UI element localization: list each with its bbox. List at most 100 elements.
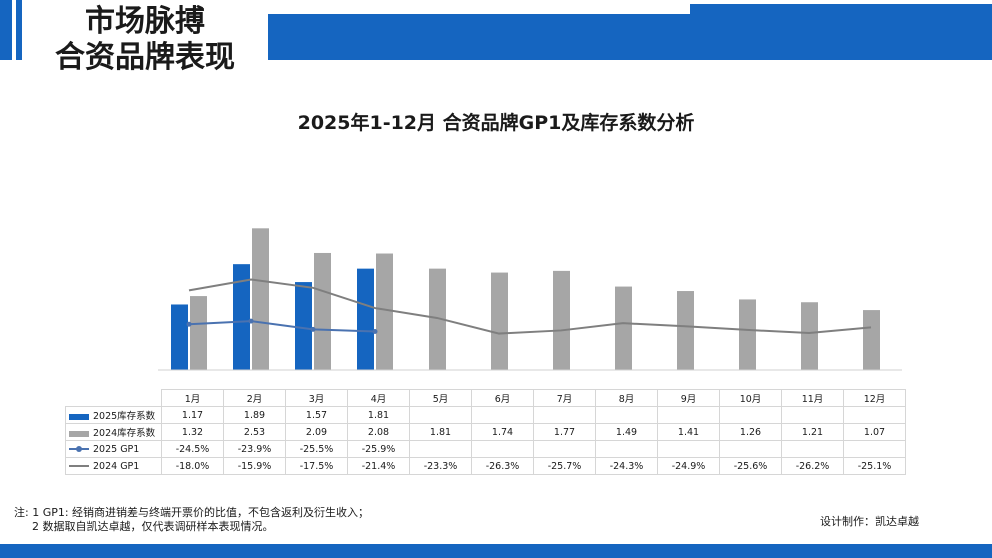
data-label: [719, 406, 782, 424]
category-label: 11月: [781, 389, 844, 407]
data-label: -18.0%: [161, 457, 224, 475]
data-label: -25.7%: [533, 457, 596, 475]
point-2025-gp1-4: [372, 328, 378, 334]
legend-line-swatch: [69, 446, 89, 452]
bar-2024-11: [801, 302, 818, 370]
category-label: 12月: [843, 389, 906, 407]
data-label: -25.5%: [285, 440, 348, 458]
data-label: -25.6%: [719, 457, 782, 475]
category-label: 4月: [347, 389, 410, 407]
bar-2024-3: [314, 252, 331, 370]
data-label: [843, 406, 906, 424]
bar-2024-10: [739, 299, 756, 370]
data-label: -24.3%: [595, 457, 658, 475]
bar-2024-9: [677, 291, 694, 370]
section-heading: 市场脉搏 合资品牌表现: [40, 4, 250, 84]
data-label: [533, 406, 596, 424]
legend-bar-swatch: [69, 413, 89, 420]
table-row: 2025 GP1 -24.5% -23.9% -25.5% -25.9%: [65, 440, 906, 458]
category-label: 3月: [285, 389, 348, 407]
data-label: -21.4%: [347, 457, 410, 475]
data-label: 2.53: [223, 423, 286, 441]
data-label: -23.9%: [223, 440, 286, 458]
point-2025-gp1-1: [186, 321, 192, 327]
table-row: 2025库存系数 1.17 1.89 1.57 1.81: [65, 406, 906, 424]
bar-2024-7: [553, 270, 570, 370]
point-2025-gp1-3: [310, 326, 316, 332]
data-label: 1.17: [161, 406, 224, 424]
legend-entry: 2024 GP1: [65, 457, 162, 475]
footnote-line2: 2 数据取自凯达卓越，仅代表调研样本表现情况。: [32, 520, 274, 533]
legend-entry: 2025库存系数: [65, 406, 162, 424]
table-header-row: 1月 2月 3月 4月 5月 6月 7月 8月 9月 10月 11月 12月: [65, 389, 906, 407]
chart-title: 2025年1-12月 合资品牌GP1及库存系数分析: [297, 112, 695, 134]
category-label: 1月: [161, 389, 224, 407]
data-label: -24.9%: [657, 457, 720, 475]
designer-credit: 设计制作：凯达卓越: [820, 515, 919, 528]
category-label: 7月: [533, 389, 596, 407]
table-row: 2024 GP1 -18.0% -15.9% -17.5% -21.4% -23.3% -2…: [65, 457, 906, 475]
footnote-line1: 注: 1 GP1: 经销商进销差与终端开票价的比值，不包含返利及衍生收入；: [14, 506, 370, 519]
data-label: [409, 406, 472, 424]
data-label: 1.77: [533, 423, 596, 441]
category-label: 6月: [471, 389, 534, 407]
data-label: [781, 406, 844, 424]
data-label: [533, 440, 596, 458]
data-label: 1.07: [843, 423, 906, 441]
data-label: [781, 440, 844, 458]
legend-line-marker: [76, 446, 82, 452]
bar-2025-2: [233, 264, 250, 370]
line-2025-gp1: [188, 320, 376, 333]
data-label: 2.08: [347, 423, 410, 441]
header-band-top: [690, 4, 992, 14]
category-label: 2月: [223, 389, 286, 407]
data-label: [595, 440, 658, 458]
legend-entry: 2025 GP1: [65, 440, 162, 458]
bar-2024-6: [491, 272, 508, 370]
data-label: [719, 440, 782, 458]
data-label: 1.57: [285, 406, 348, 424]
data-label: [471, 406, 534, 424]
table-row: 2024库存系数 1.32 2.53 2.09 2.08 1.81 1.74 1.77 1.49…: [65, 423, 906, 441]
data-label: [657, 440, 720, 458]
data-table: 1月 2月 3月 4月 5月 6月 7月 8月 9月 10月 11月 12月 2025库存系数 1.17 1…: [65, 389, 906, 475]
data-label: -26.2%: [781, 457, 844, 475]
bar-2024-8: [615, 286, 632, 370]
data-label: -24.5%: [161, 440, 224, 458]
legend-entry: 2024库存系数: [65, 423, 162, 441]
data-label: -25.1%: [843, 457, 906, 475]
legend-label: 2024库存系数: [93, 428, 156, 439]
data-label: -25.9%: [347, 440, 410, 458]
legend-label: 2025 GP1: [93, 443, 140, 455]
bar-2024-1: [190, 296, 207, 370]
category-label: 8月: [595, 389, 658, 407]
section-heading-line2: 合资品牌表现: [55, 40, 235, 75]
data-label: 1.81: [409, 423, 472, 441]
data-label: [595, 406, 658, 424]
data-label: 1.74: [471, 423, 534, 441]
legend-line-swatch: [69, 465, 89, 467]
data-label: [471, 440, 534, 458]
point-2025-gp1-2: [248, 318, 254, 324]
category-label: 10月: [719, 389, 782, 407]
data-label: [843, 440, 906, 458]
bar-2025-4: [357, 268, 374, 370]
data-label: 2.09: [285, 423, 348, 441]
data-label: 1.49: [595, 423, 658, 441]
bar-2024-2: [252, 228, 269, 370]
data-label: 1.26: [719, 423, 782, 441]
left-accent-bar-thin: [16, 0, 22, 60]
category-label: 5月: [409, 389, 472, 407]
table-corner: [65, 389, 162, 407]
bar-2024-12: [863, 310, 880, 370]
bottom-bar: [0, 544, 992, 558]
legend-label: 2025库存系数: [93, 411, 156, 422]
data-label: -23.3%: [409, 457, 472, 475]
header-band: [268, 14, 992, 60]
data-label: 1.81: [347, 406, 410, 424]
bar-2025-1: [171, 304, 188, 370]
data-label: -15.9%: [223, 457, 286, 475]
data-label: 1.89: [223, 406, 286, 424]
line-2024-gp1: [188, 278, 872, 335]
